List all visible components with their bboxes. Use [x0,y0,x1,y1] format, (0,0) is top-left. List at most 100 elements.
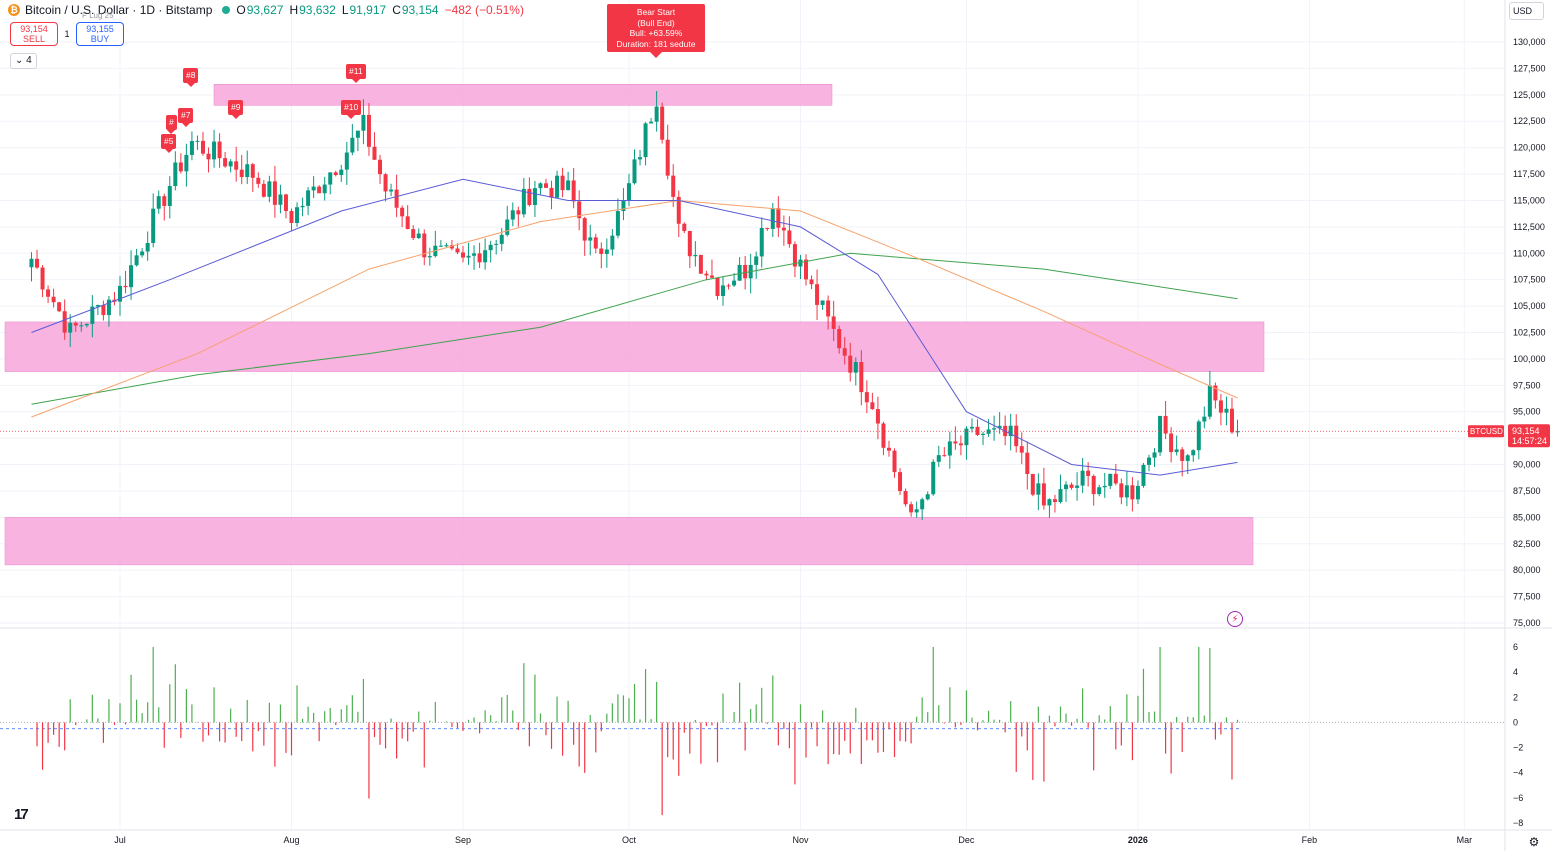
candle-body [566,180,571,191]
candle-body [1185,455,1190,461]
open-label: O [236,3,246,17]
symbol-tag-bg [1468,425,1504,438]
buy-button[interactable]: 93,155 BUY [76,22,124,46]
price-tick-label: 120,000 [1513,143,1546,153]
bear-line-3: Bull: +63.59% [629,28,683,38]
time-tick-label: Nov [792,835,809,845]
candle-body [853,362,858,373]
candle-body [759,227,764,257]
candle-body [859,362,864,393]
candle-body [903,491,908,505]
candle-body [239,169,244,178]
price-tick-label: 117,500 [1513,169,1545,179]
candle-body [1047,499,1052,506]
osc-tick-label: −4 [1513,768,1523,778]
candle-body [461,252,465,258]
candle-body [792,244,797,267]
candle-body [1008,425,1013,437]
candle-body [765,227,770,229]
candle-body [95,305,100,307]
sell-button[interactable]: 93,154 SELL [10,22,58,46]
candle-body [311,186,316,191]
candle-body [1224,408,1229,413]
candle-body [145,242,150,252]
lightning-icon[interactable]: ⚡ [1227,611,1243,627]
candle-body [1141,464,1146,486]
indicator-collapse-button[interactable]: ⌄ 4 [10,53,37,69]
candle-body [51,296,56,303]
candle-body [920,499,925,510]
currency-select[interactable]: USD [1509,2,1544,20]
candle-body [721,285,726,297]
candle-body [217,141,222,159]
flag-8: #8 [183,68,199,87]
candle-body [300,205,305,208]
candle-body [781,227,786,231]
candle-body [1052,499,1057,503]
support-zone [4,321,1265,372]
candle-body [560,175,565,191]
price-tick-label: 90,000 [1513,460,1541,470]
close-label: C [392,3,401,17]
candle-body [339,169,344,176]
candle-body [189,141,194,155]
candle-body [914,509,919,513]
buy-price: 93,155 [86,24,114,34]
candle-body [671,175,676,197]
candle-body [665,139,670,176]
trade-panel: 93,154 SELL 1 93,155 BUY [10,22,124,46]
ma-fast-line [31,178,1238,476]
candle-body [1014,425,1019,447]
candle-body [527,188,532,206]
sell-price: 93,154 [20,24,48,34]
candle-body [438,245,443,247]
candle-body [743,264,748,279]
price-tick-label: 75,000 [1513,618,1541,628]
price-tag-bg [1508,424,1550,448]
candle-body [372,146,377,160]
candle-body [649,121,654,124]
candle-body [234,161,239,170]
candle-body [820,300,825,305]
candle-body [195,140,200,142]
candle-body [615,211,620,236]
candle-body [732,280,737,286]
candle-body [776,208,781,228]
gear-icon[interactable]: ⚙ [1528,835,1540,849]
candle-body [1069,484,1074,488]
candle-body [969,426,974,429]
candle-body [378,159,383,175]
candle-body [1064,484,1069,490]
candle-body [57,302,62,312]
candle-body [317,186,322,194]
osc-tick-label: −2 [1513,743,1523,753]
candle-body [626,183,631,201]
candle-body [1113,473,1118,484]
candle-body [947,441,952,456]
candle-body [73,322,78,326]
candle-body [870,402,875,410]
candle-body [831,316,836,329]
candle-body [79,325,84,327]
price-tick-label: 105,000 [1513,301,1546,311]
candle-body [1174,449,1179,453]
time-tick-label: Feb [1302,835,1318,845]
candle-body [1158,415,1163,453]
symbol-title[interactable]: Bitcoin / U.S. Dollar · 1D · Bitstamp [25,3,213,17]
candle-body [942,455,947,457]
candle-body [361,114,366,131]
candle-body [1119,483,1124,498]
candle-body [283,194,288,212]
candle-body [754,256,759,265]
candle-body [610,235,615,250]
quantity-value[interactable]: 1 [64,29,70,39]
time-tick-label: Oct [622,835,637,845]
candle-body [256,177,261,184]
tradingview-logo-icon[interactable]: 17 [14,806,29,823]
candle-body [516,210,521,215]
candle-body [35,258,40,268]
countdown-label: 14:57:24 [1512,436,1547,446]
osc-tick-label: 4 [1513,667,1518,677]
time-tick-label: Sep [455,835,471,845]
